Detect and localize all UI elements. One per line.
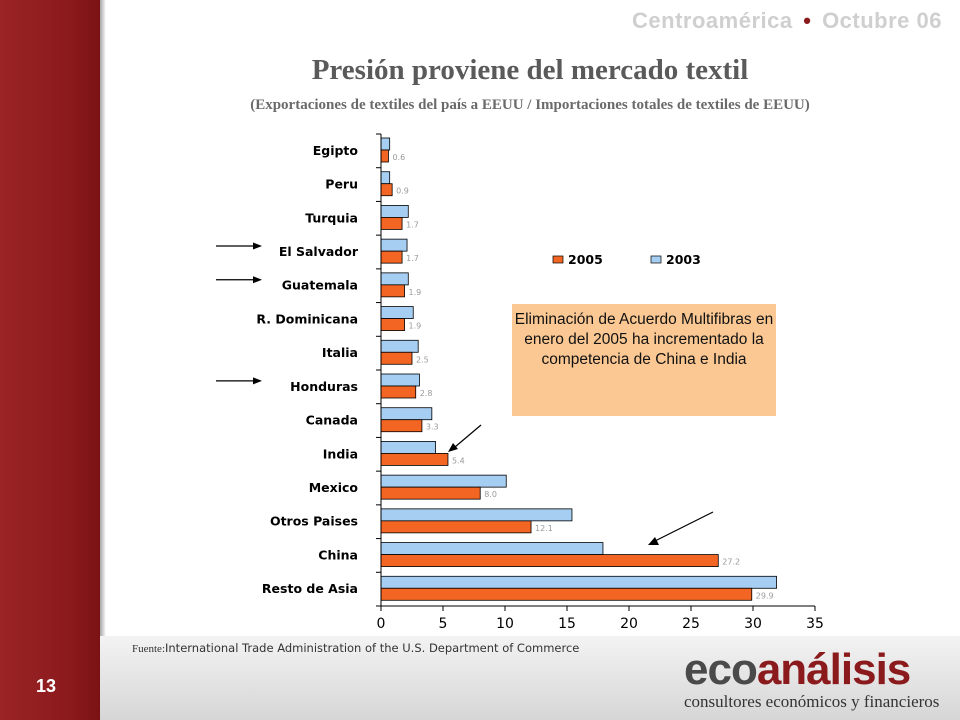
- logo-tagline: consultores económicos y financieros: [684, 692, 940, 711]
- bar-2003-5: [380, 306, 414, 319]
- value-label-12: 27.2: [722, 558, 740, 567]
- bar-2003-10: [380, 474, 507, 488]
- x-tick-label-0: 0: [377, 616, 386, 632]
- value-label-11: 12.1: [535, 524, 553, 533]
- category-label-11: Otros Paises: [270, 514, 358, 529]
- header-tag: Centroamérica • Octubre 06: [632, 8, 942, 34]
- chart-subtitle: (Exportaciones de textiles del país a EE…: [250, 97, 810, 113]
- annotation-box: Eliminación de Acuerdo Multifibras en en…: [512, 304, 776, 416]
- value-label-9: 5.4: [452, 456, 465, 465]
- value-label-13: 29.9: [756, 591, 774, 600]
- highlight-arrow-head-7: [253, 377, 262, 385]
- value-label-8: 3.3: [426, 423, 439, 432]
- source-text: International Trade Administration of th…: [165, 641, 580, 655]
- bar-2003-12: [380, 542, 604, 555]
- source-label: Fuente:: [132, 643, 165, 655]
- slide-number: 13: [36, 676, 57, 696]
- bar-2005-10: [380, 486, 481, 500]
- bar-2003-3: [380, 238, 408, 252]
- category-label-10: Mexico: [309, 480, 359, 495]
- x-tick-label-7: 35: [806, 616, 824, 632]
- bar-2005-0: [380, 149, 389, 163]
- highlight-arrow-head-4: [253, 276, 262, 284]
- bar-2005-12: [380, 554, 719, 567]
- category-label-12: China: [318, 547, 358, 562]
- bar-2005-9: [380, 453, 449, 466]
- x-tick-label-4: 20: [620, 616, 638, 632]
- category-label-13: Resto de Asia: [262, 581, 358, 596]
- bar-2005-3: [380, 250, 403, 264]
- bar-2003-0: [380, 137, 391, 151]
- annotation-arrow-india-line: [454, 424, 482, 448]
- highlight-arrow-head-3: [253, 242, 262, 250]
- annotation-arrow-china-head: [648, 537, 659, 545]
- value-label-6: 2.5: [416, 355, 429, 364]
- legend-swatch-2003: [650, 255, 662, 264]
- legend-label-2005: 2005: [568, 252, 603, 267]
- bar-2005-11: [380, 520, 532, 534]
- bar-2003-6: [380, 339, 419, 353]
- x-tick-label-2: 10: [496, 616, 514, 632]
- bar-2005-5: [380, 318, 405, 331]
- value-label-5: 1.9: [409, 322, 422, 331]
- x-tick-label-1: 5: [439, 616, 448, 632]
- category-label-2: Turquia: [305, 210, 358, 225]
- bar-2003-7: [380, 373, 420, 387]
- legend-label-2003: 2003: [666, 252, 701, 267]
- footer-band: [100, 636, 960, 720]
- x-tick-label-6: 30: [744, 616, 762, 632]
- category-label-1: Peru: [325, 177, 358, 192]
- category-label-7: Honduras: [290, 379, 358, 394]
- category-label-9: India: [323, 446, 358, 461]
- category-label-6: Italia: [322, 345, 358, 360]
- bar-2003-4: [380, 272, 409, 286]
- category-label-4: Guatemala: [282, 278, 358, 293]
- value-label-1: 0.9: [396, 187, 409, 196]
- header-region: Centroamérica: [632, 8, 793, 33]
- logo-word-eco: eco: [684, 645, 758, 694]
- bar-2003-9: [380, 441, 436, 454]
- bar-2003-13: [380, 575, 777, 589]
- value-label-10: 8.0: [484, 490, 497, 499]
- value-label-2: 1.7: [406, 220, 419, 229]
- category-label-0: Egipto: [313, 143, 359, 158]
- bar-2005-2: [380, 217, 403, 230]
- bar-2005-8: [380, 419, 423, 433]
- source-line: Fuente:International Trade Administratio…: [132, 641, 579, 655]
- category-label-3: El Salvador: [279, 244, 359, 259]
- bar-2005-7: [380, 385, 417, 399]
- logo-word-analisis: análisis: [756, 645, 911, 694]
- annotation-arrow-india-head: [448, 443, 458, 452]
- bar-2005-6: [380, 351, 413, 365]
- category-label-5: R. Dominicana: [256, 311, 358, 326]
- x-tick-label-5: 25: [682, 616, 700, 632]
- bar-2003-8: [380, 407, 433, 421]
- bar-2005-1: [380, 183, 393, 197]
- bar-2003-2: [380, 205, 409, 218]
- value-label-3: 1.7: [406, 254, 419, 263]
- header-separator: •: [803, 8, 812, 33]
- sidebar-shadow: [100, 0, 106, 720]
- value-label-7: 2.8: [420, 389, 433, 398]
- bar-2003-1: [380, 171, 391, 185]
- chart-title: Presión proviene del mercado textil: [311, 54, 749, 86]
- x-tick-label-3: 15: [558, 616, 576, 632]
- annotation-arrow-china-line: [654, 511, 714, 542]
- bar-2005-13: [380, 587, 753, 601]
- logo-wordmark: ecoanálisis: [684, 648, 944, 692]
- value-label-4: 1.9: [409, 288, 422, 297]
- value-label-0: 0.6: [392, 153, 405, 162]
- sidebar-band: [0, 0, 100, 720]
- category-label-8: Canada: [306, 413, 358, 428]
- bar-2005-4: [380, 284, 405, 298]
- ecoanalisis-logo: ecoanálisis consultores económicos y fin…: [684, 648, 944, 712]
- legend-swatch-2005: [552, 255, 564, 264]
- bar-2003-11: [380, 508, 573, 522]
- header-date: Octubre 06: [822, 8, 942, 33]
